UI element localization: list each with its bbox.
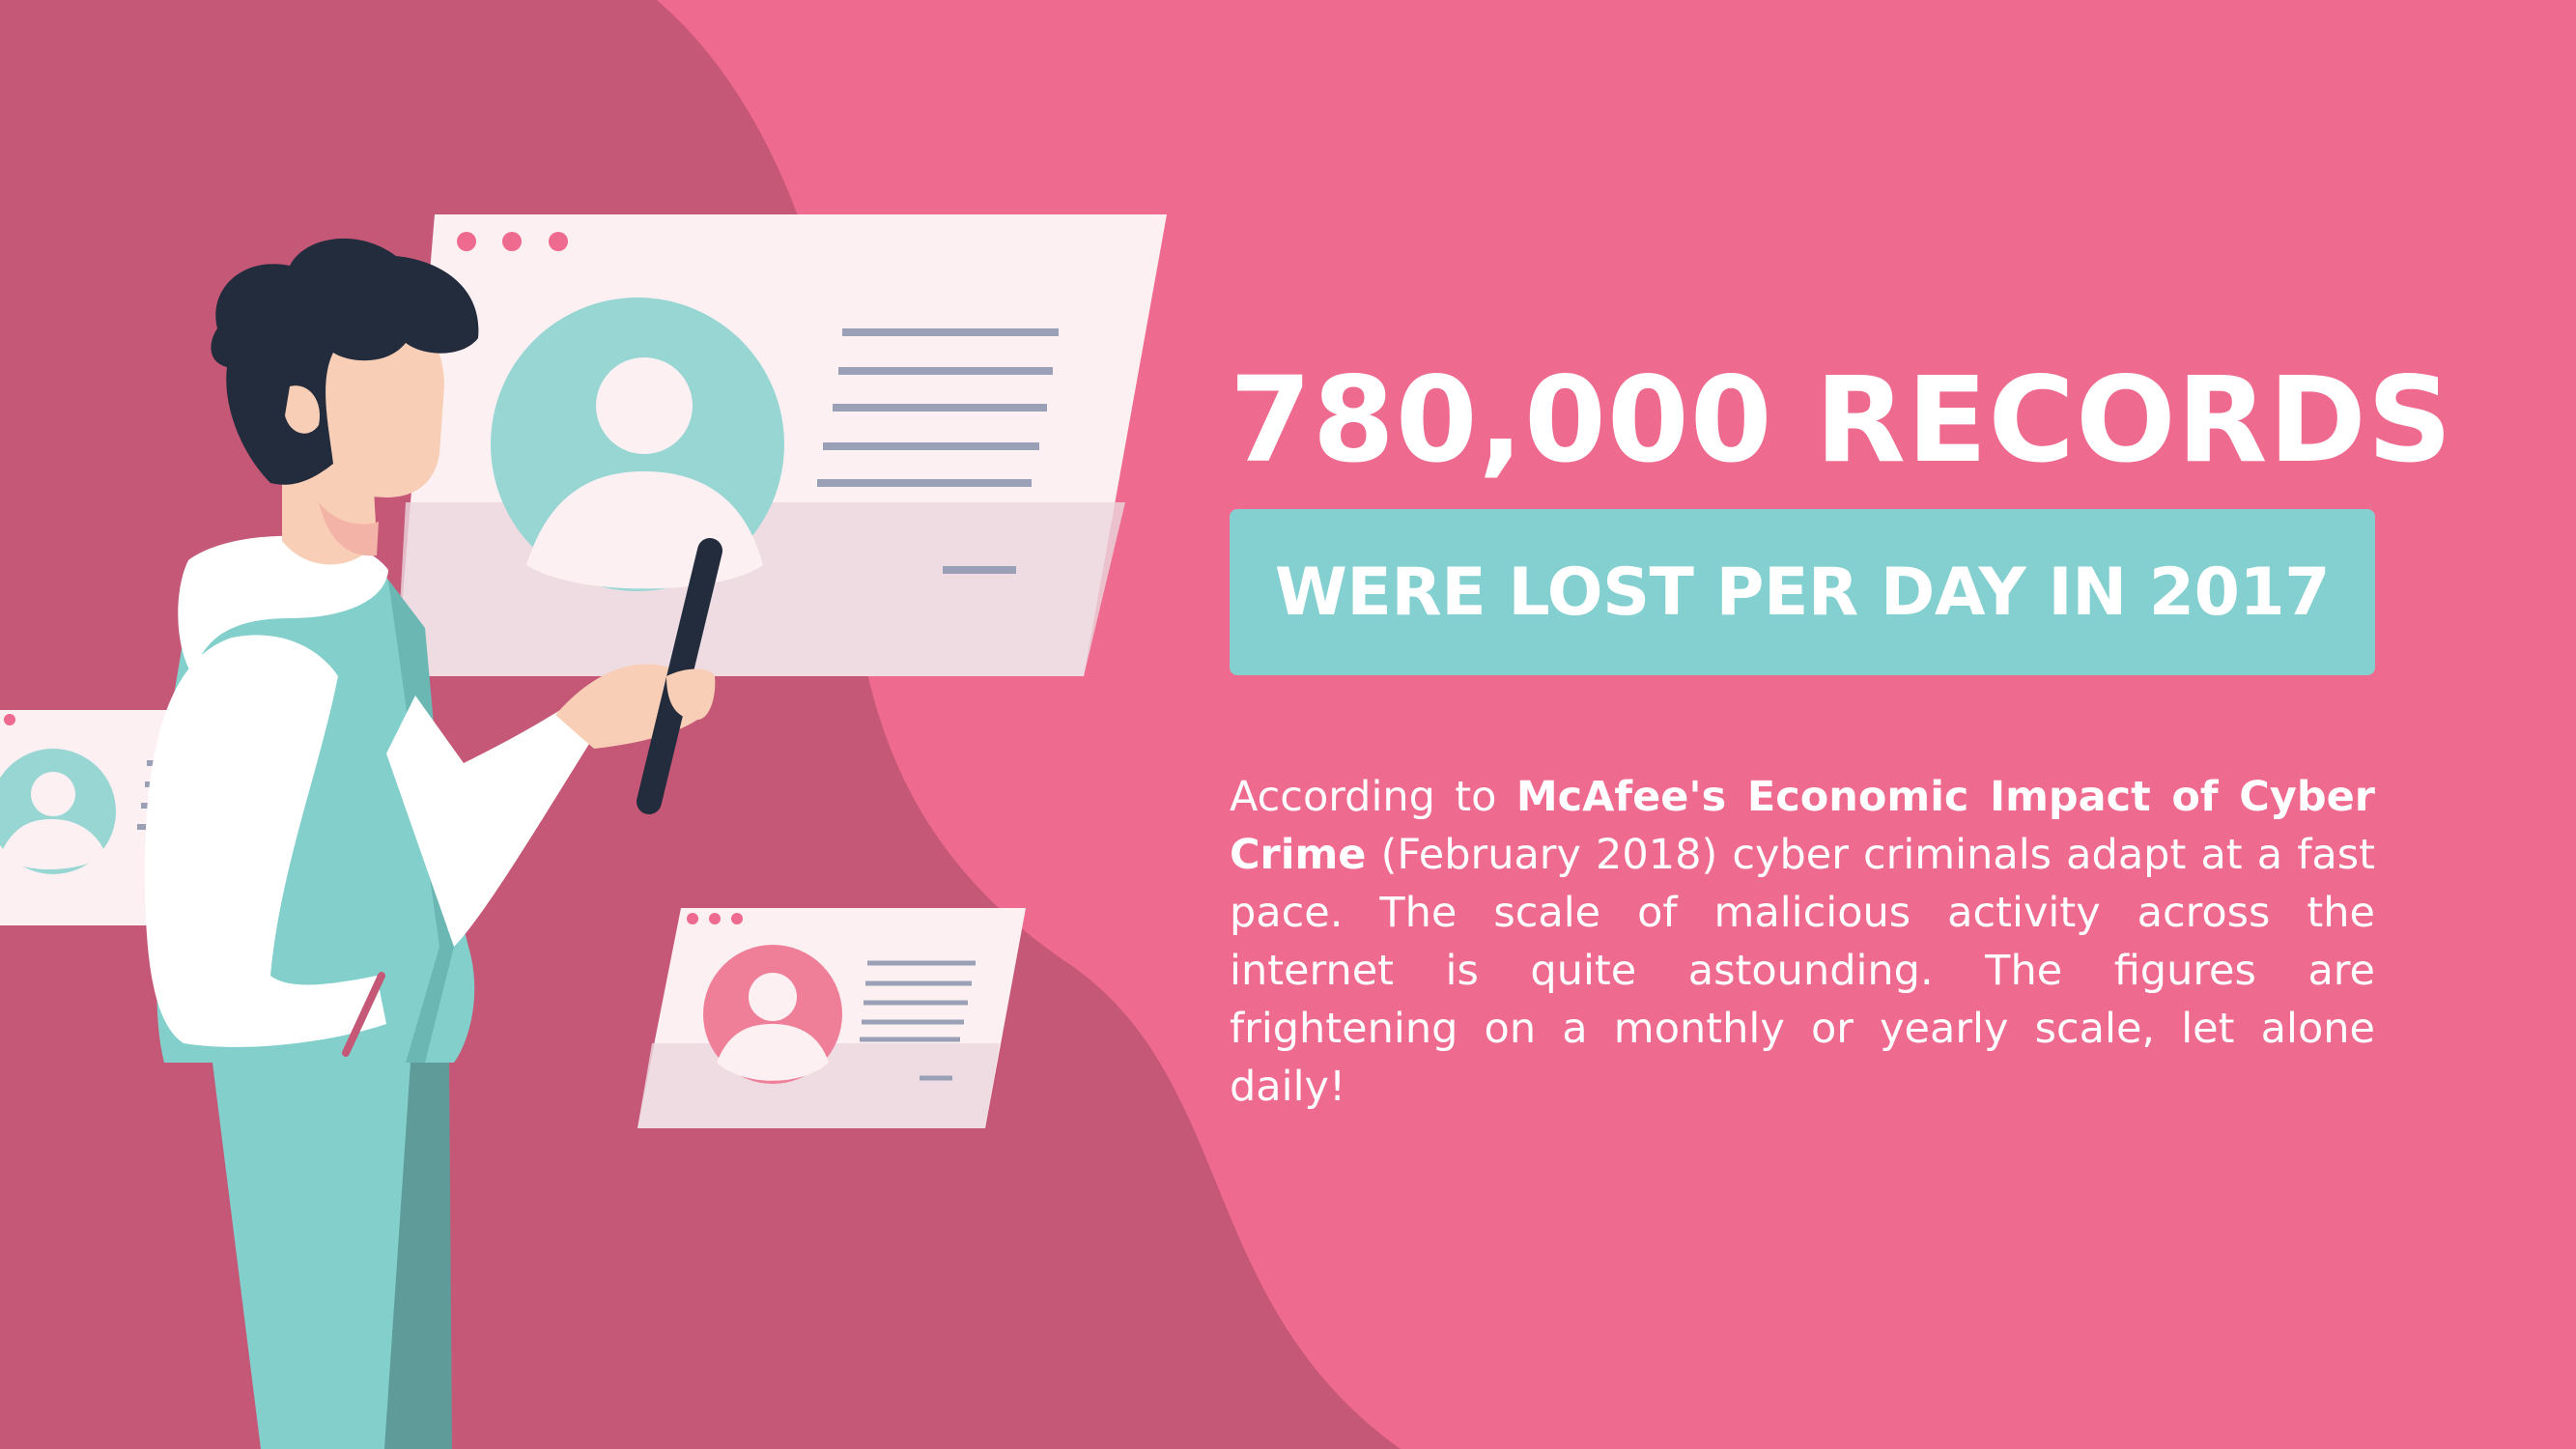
hood — [178, 535, 388, 676]
avatar-icon — [0, 749, 116, 874]
profile-card-large — [396, 214, 1167, 676]
avatar-icon — [491, 298, 784, 591]
profile-card-small — [637, 908, 1026, 1128]
body-intro: According to — [1230, 773, 1516, 821]
right-sleeve — [386, 696, 589, 947]
hair — [211, 238, 479, 485]
avatar-icon — [703, 945, 842, 1084]
subheadline-banner: WERE LOST PER DAY IN 2017 — [1230, 509, 2375, 675]
subheadline-text: WERE LOST PER DAY IN 2017 — [1274, 554, 2331, 631]
source-title: McAfee's Economic Impact of Cyber Crime — [1230, 773, 2375, 879]
person-figure — [145, 238, 722, 1449]
left-sleeve — [145, 635, 386, 1047]
headline-stat: 780,000 RECORDS — [1230, 352, 2453, 489]
pants — [212, 1063, 449, 1449]
body-paragraph: According to McAfee's Economic Impact of… — [1230, 768, 2375, 1116]
text-lines — [817, 328, 1059, 574]
body-rest: (February 2018) cyber criminals adapt at… — [1230, 831, 2375, 1111]
